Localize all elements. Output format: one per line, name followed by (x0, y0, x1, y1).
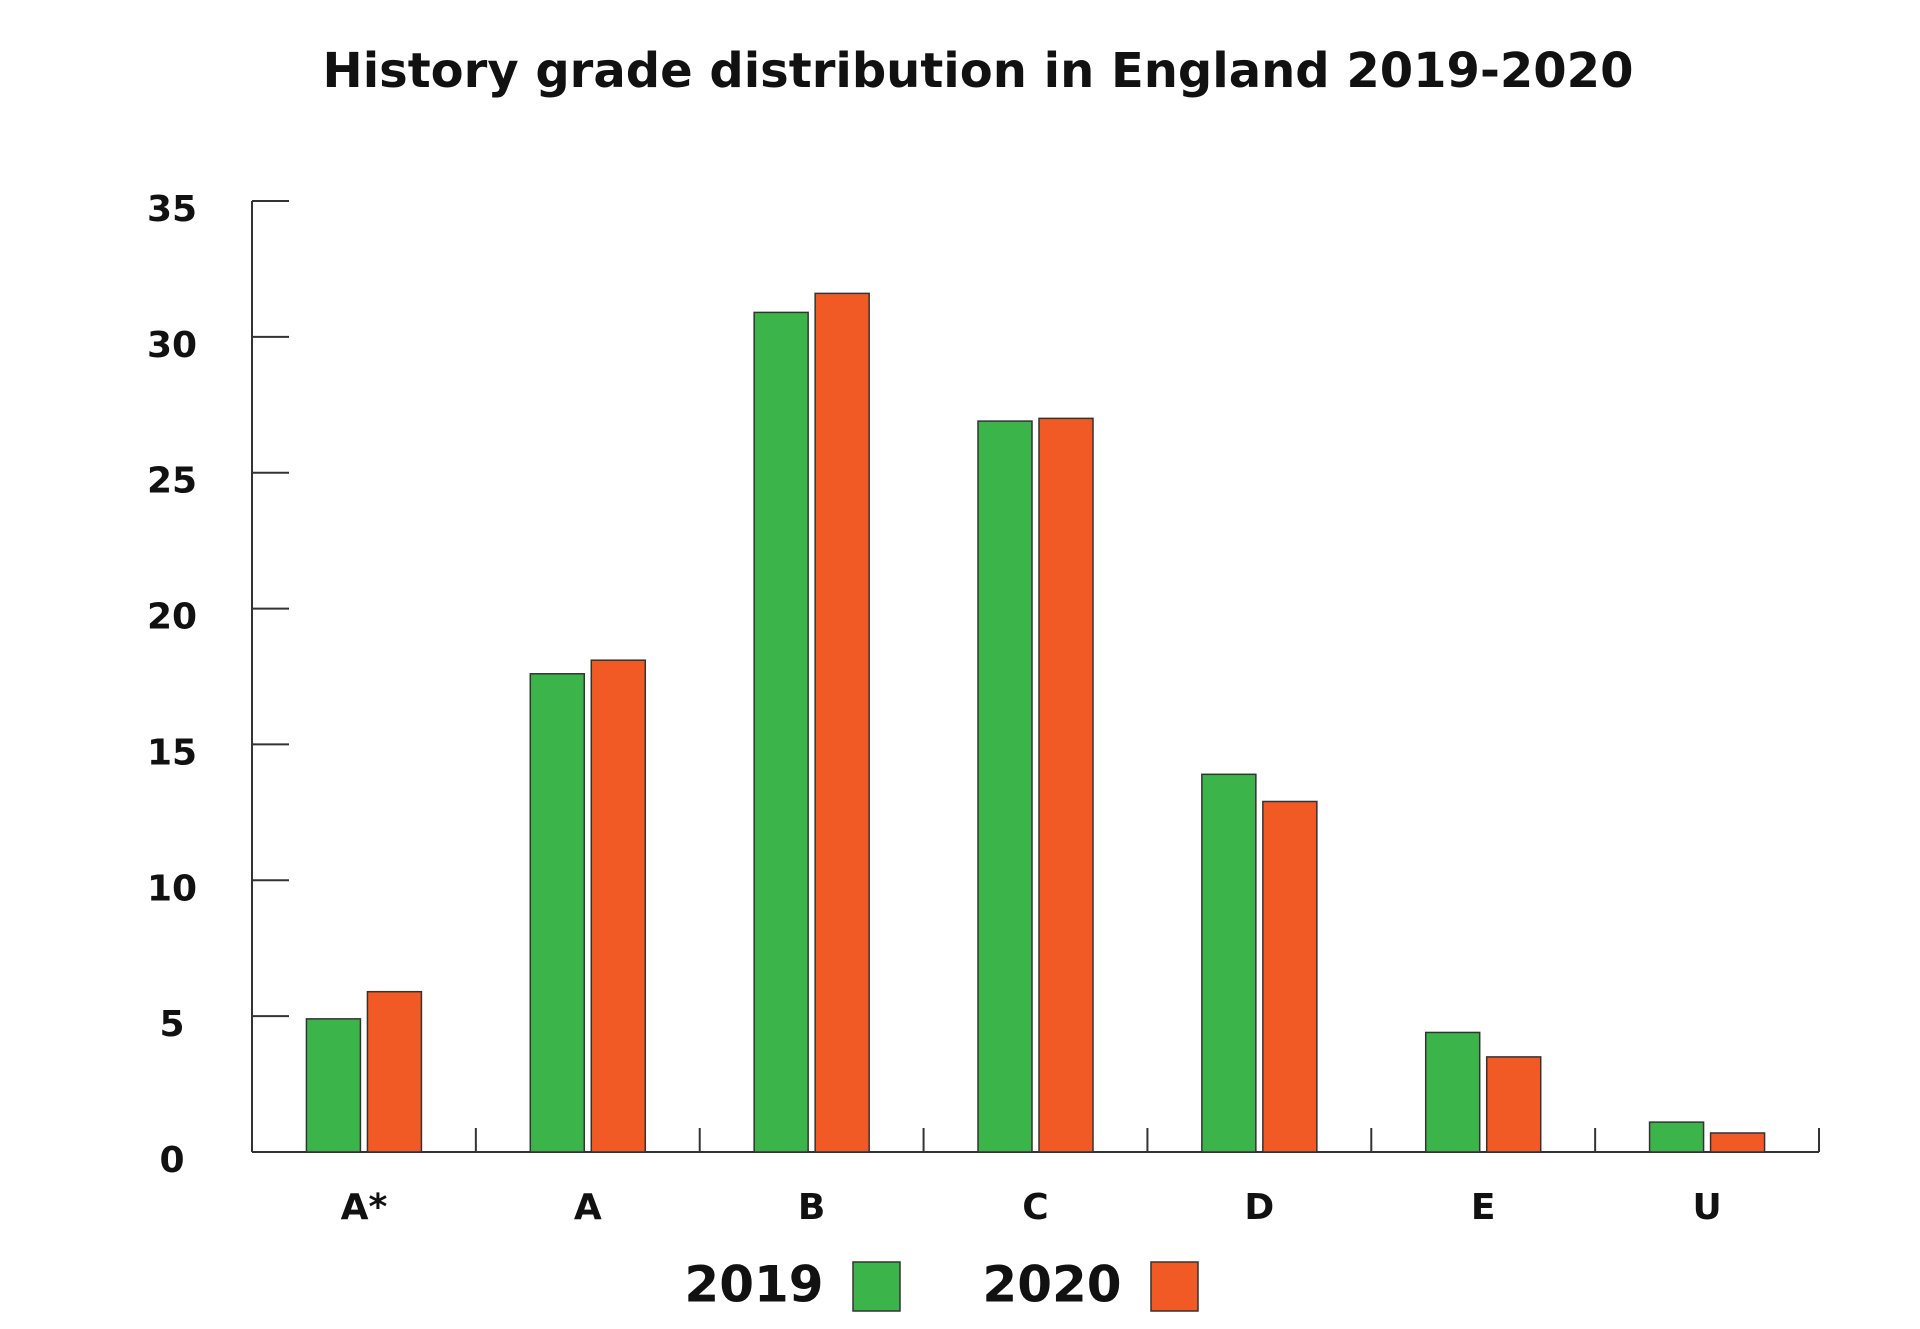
bar (814, 292, 870, 1153)
y-tick-label: 0 (159, 1140, 184, 1181)
bar (1201, 773, 1257, 1153)
y-tick-label: 35 (147, 189, 197, 230)
bar (1262, 800, 1318, 1153)
x-tick-label: B (798, 1187, 825, 1228)
y-tick-label: 25 (147, 461, 197, 502)
x-tick-label: A (574, 1187, 602, 1228)
x-tick-label: D (1244, 1187, 1274, 1228)
bar (529, 673, 586, 1153)
bar (1485, 1056, 1542, 1153)
bar (1648, 1121, 1705, 1153)
x-tick-label: C (1022, 1187, 1048, 1228)
legend-label: 2020 (982, 1256, 1121, 1314)
legend-swatch (852, 1261, 901, 1312)
bar (753, 311, 809, 1153)
bar (590, 659, 647, 1153)
x-tick-label: E (1471, 1187, 1496, 1228)
bar (977, 420, 1033, 1153)
bar (1424, 1031, 1481, 1153)
y-tick-label: 10 (147, 868, 197, 909)
y-tick-label: 30 (147, 325, 197, 366)
bar (366, 990, 423, 1153)
y-tick-label: 15 (147, 732, 197, 773)
x-tick-label: A* (341, 1187, 388, 1228)
y-tick-label: 5 (159, 1004, 184, 1045)
legend-swatch (1150, 1261, 1199, 1312)
chart-title: History grade distribution in England 20… (323, 43, 1634, 99)
y-tick-label: 20 (147, 597, 197, 638)
legend-label: 2019 (684, 1256, 823, 1314)
bar (1038, 417, 1094, 1153)
x-tick-label: U (1692, 1187, 1721, 1228)
bar (305, 1018, 362, 1153)
bar (1709, 1132, 1766, 1153)
